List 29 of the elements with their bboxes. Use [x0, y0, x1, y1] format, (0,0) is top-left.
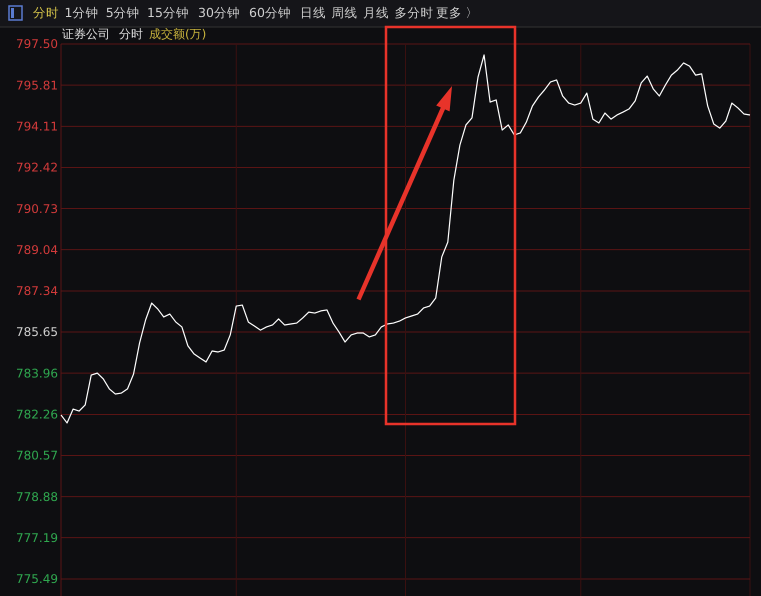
text: 30分钟 — [198, 5, 240, 20]
text: 月线 — [363, 5, 389, 20]
y-tick-label: 790.73 — [16, 202, 58, 216]
text: 成交额(万) — [149, 27, 206, 41]
text: 分时 — [33, 5, 59, 20]
y-tick-label: 783.96 — [16, 366, 58, 380]
y-tick-label: 792.42 — [16, 160, 58, 175]
text: 5分钟 — [106, 5, 140, 20]
text: 分时 — [119, 27, 143, 41]
y-tick-label: 794.11 — [16, 120, 58, 134]
y-tick-label: 785.65 — [16, 325, 58, 340]
y-tick-label: 775.49 — [16, 572, 58, 586]
y-tick-label: 789.04 — [16, 242, 58, 257]
y-tick-label: 778.88 — [16, 490, 58, 504]
text: 15分钟 — [147, 5, 189, 20]
text: 更多 〉 — [436, 5, 479, 20]
text: 日线 — [300, 5, 326, 20]
y-tick-label: 797.50 — [16, 37, 58, 52]
text: 周线 — [332, 5, 358, 20]
text: 多分时 — [394, 5, 434, 20]
chart-title: 证券公司 — [62, 27, 110, 41]
text: 1分钟 — [64, 5, 98, 20]
line-series — [60, 54, 751, 424]
text: 60分钟 — [249, 5, 291, 20]
y-tick-label: 777.19 — [16, 530, 58, 545]
y-tick-label: 795.81 — [16, 78, 58, 92]
y-tick-label: 780.57 — [16, 448, 58, 463]
y-tick-label: 782.26 — [16, 408, 58, 422]
y-tick-label: 787.34 — [16, 284, 58, 298]
